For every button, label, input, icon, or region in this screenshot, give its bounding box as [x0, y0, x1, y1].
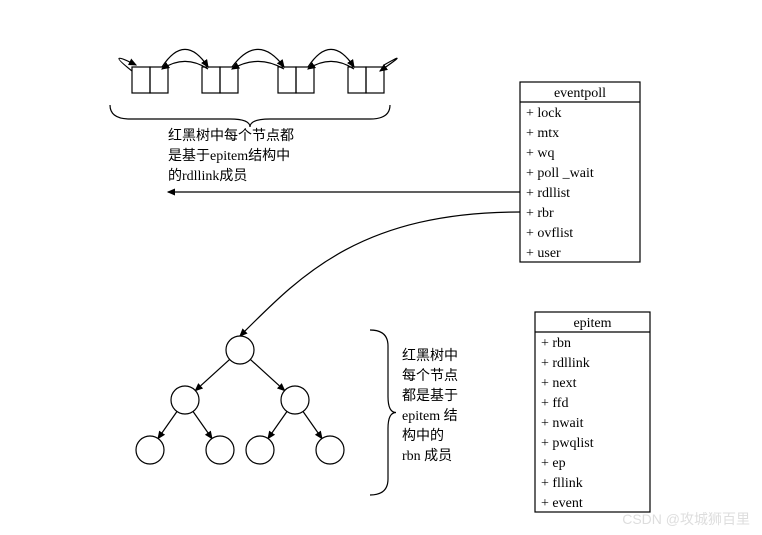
list-link-icon — [162, 49, 208, 67]
brace-icon — [110, 105, 390, 127]
list-link-icon — [119, 58, 136, 71]
list-node — [202, 67, 220, 93]
epitem-member: + nwait — [541, 416, 584, 431]
tree-node — [171, 386, 199, 414]
tree-edge — [303, 411, 322, 438]
caption-rbn: 都是基于 — [402, 387, 458, 404]
tree-edge — [268, 411, 287, 438]
tree-edge — [158, 411, 177, 438]
epitem-member: + ep — [541, 456, 566, 471]
list-node — [296, 67, 314, 93]
brace-icon — [370, 330, 396, 495]
epitem-member: + fllink — [541, 476, 583, 491]
tree-node — [206, 436, 234, 464]
epitem-member: + pwqlist — [541, 436, 594, 451]
tree-edge — [250, 359, 284, 390]
list-node — [132, 67, 150, 93]
list-node — [348, 67, 366, 93]
caption-rbn: 红黑树中 — [402, 348, 458, 364]
epitem-member: + next — [541, 376, 577, 391]
eventpoll-member: + rdllist — [526, 186, 570, 201]
tree-node — [226, 336, 254, 364]
eventpoll-member: + mtx — [526, 126, 559, 141]
list-link-icon — [232, 49, 284, 67]
eventpoll-member: + wq — [526, 146, 555, 161]
caption-rdllink: 是基于epitem结构中 — [168, 147, 290, 164]
tree-edge — [193, 411, 212, 438]
tree-node — [246, 436, 274, 464]
list-node — [220, 67, 238, 93]
epitem-member: + rbn — [541, 336, 571, 351]
epitem-title: epitem — [573, 316, 611, 331]
tree-node — [316, 436, 344, 464]
epitem-member: + ffd — [541, 396, 568, 411]
list-node — [278, 67, 296, 93]
tree-edge — [195, 359, 229, 390]
eventpoll-member: + lock — [526, 106, 562, 121]
epitem-member: + event — [541, 496, 583, 511]
caption-rdllink: 红黑树中每个节点都 — [168, 128, 294, 144]
caption-rbn: 构中的 — [402, 428, 444, 444]
tree-node — [136, 436, 164, 464]
list-link-icon — [232, 61, 284, 69]
list-link-icon — [380, 58, 397, 71]
arrow-rbr — [240, 212, 520, 336]
list-link-icon — [308, 49, 354, 67]
caption-rbn: rbn 成员 — [402, 448, 452, 464]
tree-node — [281, 386, 309, 414]
list-node — [366, 67, 384, 93]
eventpoll-title: eventpoll — [554, 86, 606, 101]
eventpoll-member: + poll _wait — [526, 166, 594, 181]
list-link-icon — [162, 61, 208, 69]
eventpoll-member: + ovflist — [526, 226, 573, 241]
list-link-icon — [308, 61, 354, 69]
caption-rbn: 每个节点 — [402, 368, 458, 384]
eventpoll-member: + rbr — [526, 206, 554, 221]
list-node — [150, 67, 168, 93]
epitem-member: + rdllink — [541, 356, 590, 371]
caption-rbn: epitem 结 — [402, 408, 458, 424]
watermark: CSDN @攻城狮百里 — [622, 509, 750, 529]
caption-rdllink: 的rdllink成员 — [168, 168, 247, 184]
eventpoll-member: + user — [526, 246, 561, 261]
